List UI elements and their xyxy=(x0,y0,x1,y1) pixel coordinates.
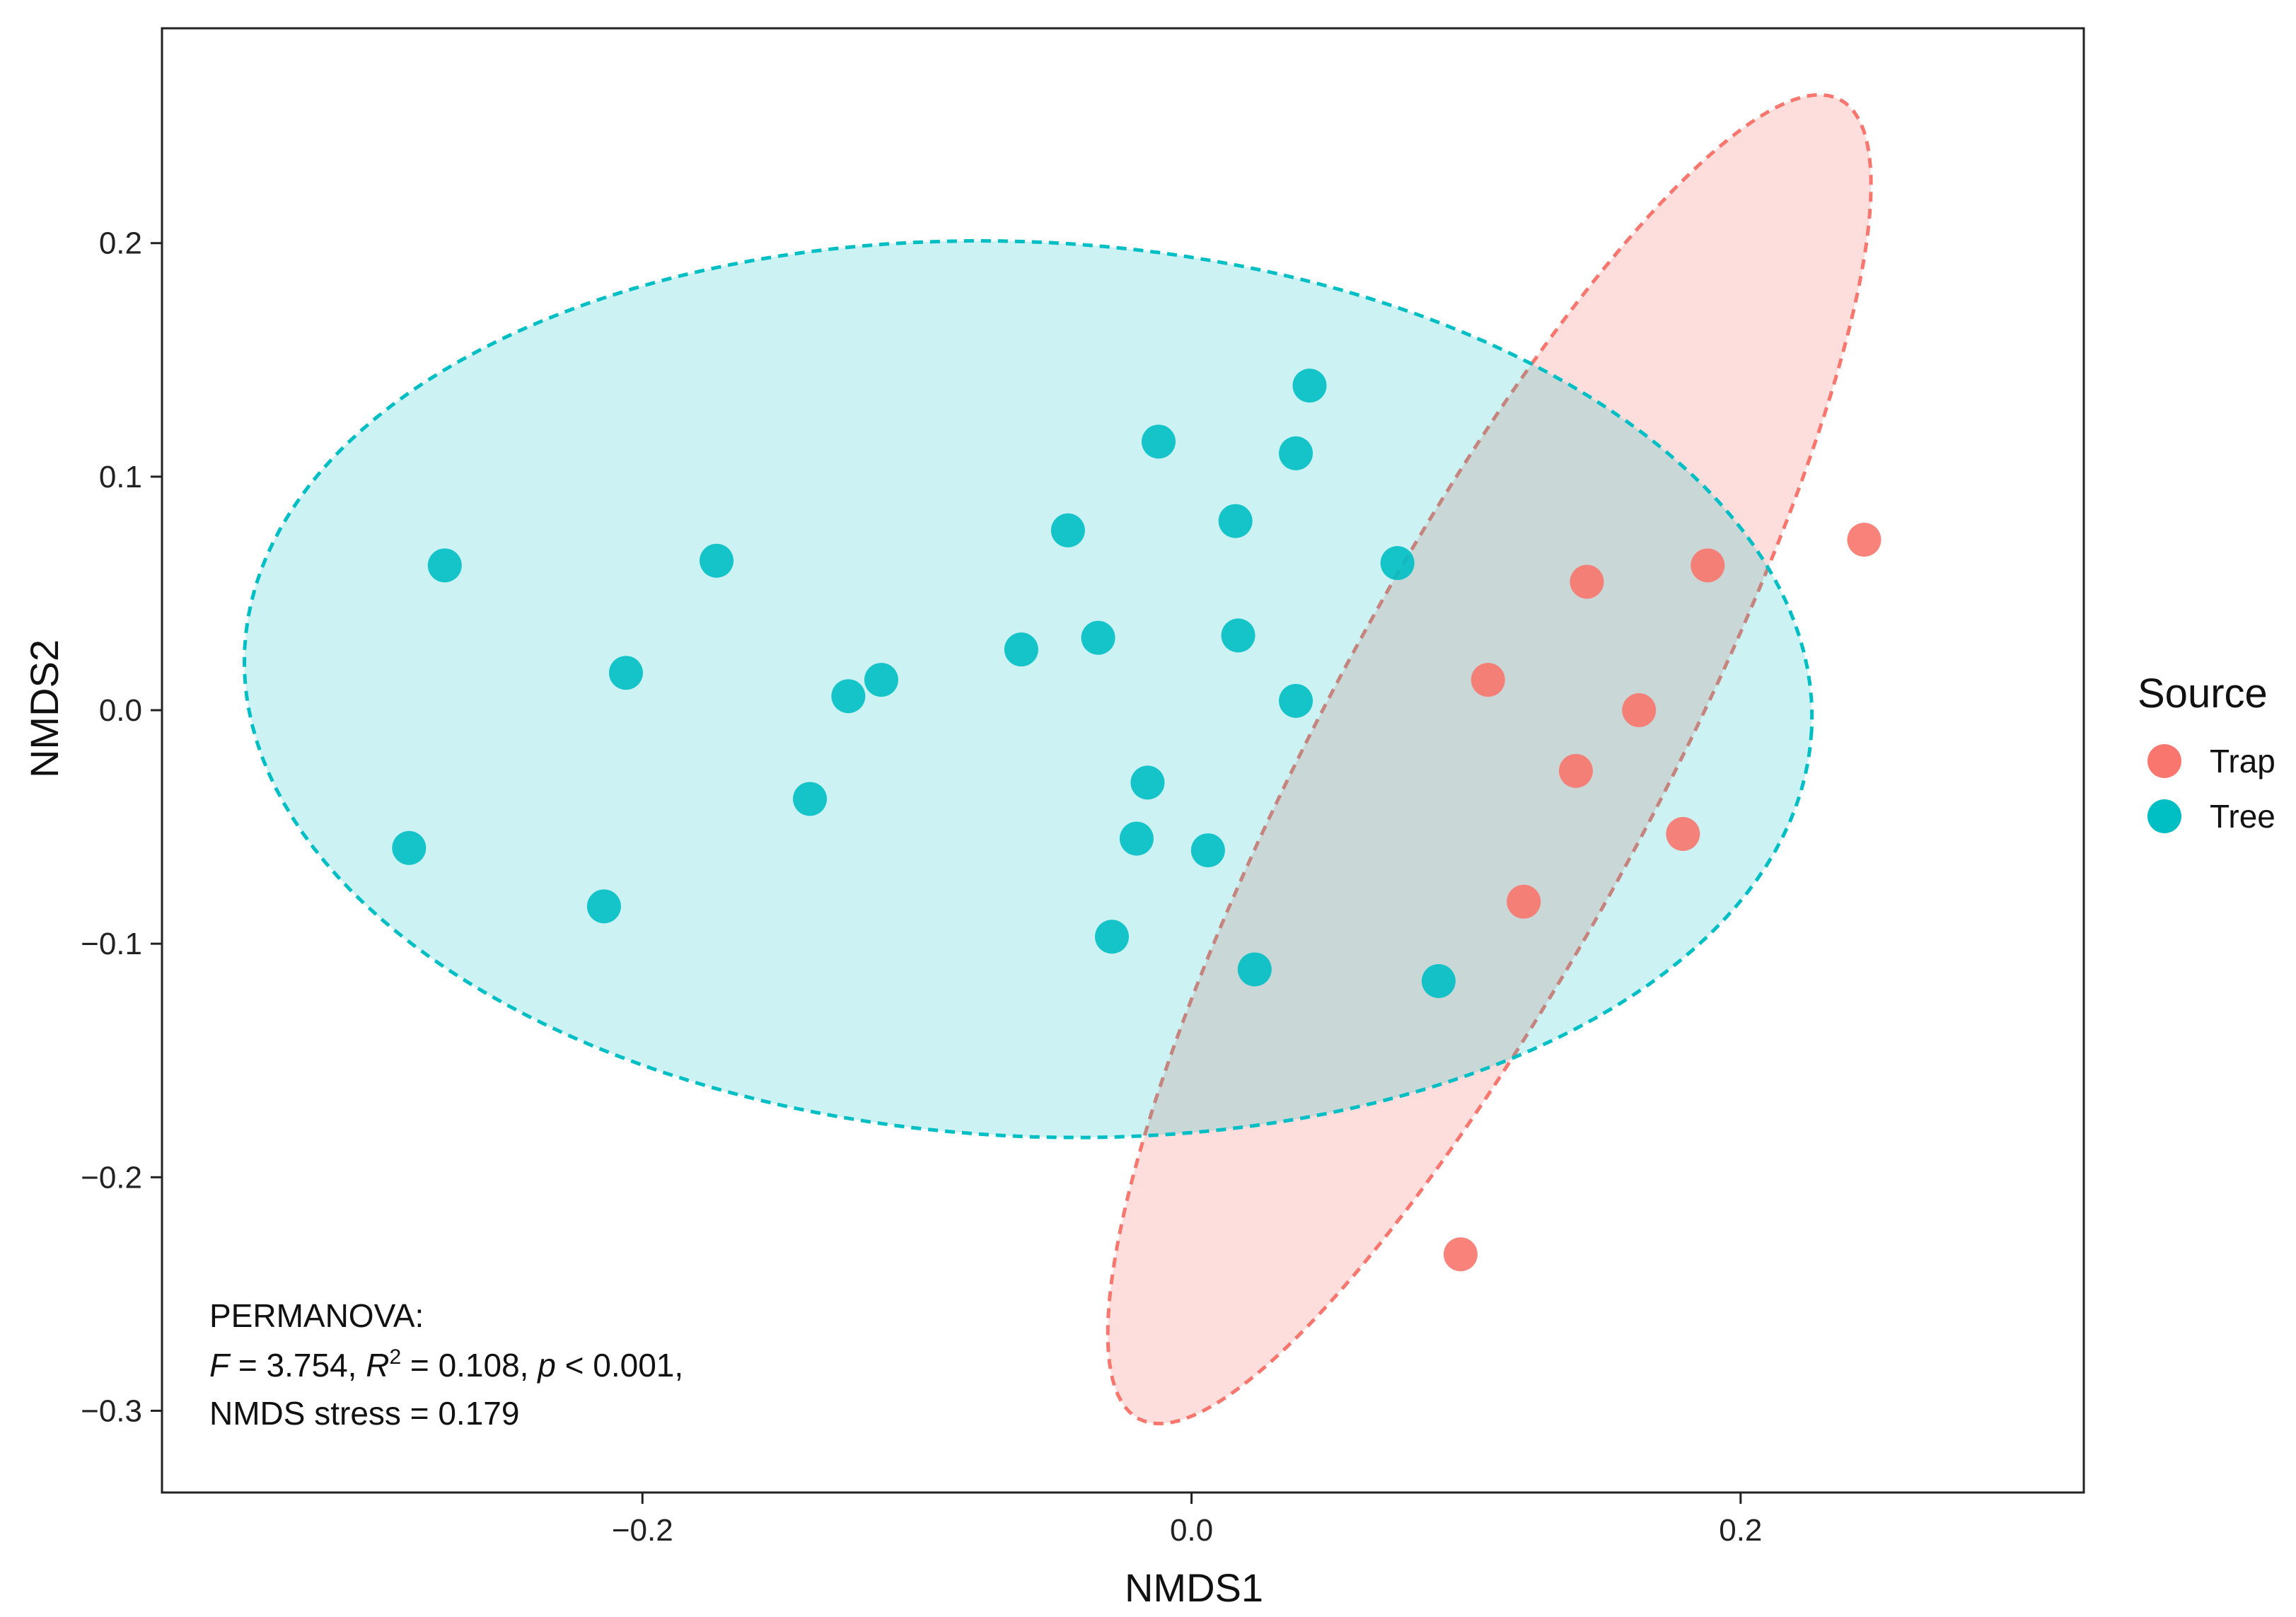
point-trap xyxy=(1471,663,1505,697)
point-tree xyxy=(864,663,898,697)
x-axis: −0.2 0.0 0.2 xyxy=(612,1493,1762,1548)
p-value: < 0.001, xyxy=(556,1347,683,1384)
point-tree xyxy=(1004,632,1038,667)
point-trap xyxy=(1691,548,1725,583)
point-tree xyxy=(1141,424,1176,459)
point-tree xyxy=(586,889,621,924)
point-tree xyxy=(1094,920,1129,954)
r-value: = 0.108, xyxy=(401,1347,538,1384)
y-tick-label: 0.2 xyxy=(99,226,142,261)
point-tree xyxy=(608,656,643,690)
point-tree xyxy=(1279,683,1314,718)
legend-label-tree: Tree xyxy=(2210,798,2275,835)
point-trap xyxy=(1507,884,1541,919)
legend: Source Trap Tree xyxy=(2138,671,2275,835)
legend-key-trap xyxy=(2147,744,2181,778)
point-tree xyxy=(1380,546,1415,581)
annotation-line1: PERMANOVA: xyxy=(209,1297,424,1334)
legend-label-trap: Trap xyxy=(2210,743,2275,779)
point-tree xyxy=(1081,620,1115,655)
y-tick-label: 0.1 xyxy=(99,460,142,494)
y-tick-label: −0.1 xyxy=(81,927,142,961)
point-tree xyxy=(1279,436,1314,470)
point-trap xyxy=(1558,753,1593,788)
x-tick-label: 0.0 xyxy=(1170,1513,1213,1548)
point-tree xyxy=(427,548,462,583)
point-trap xyxy=(1666,816,1700,851)
point-tree xyxy=(1237,952,1272,987)
r-symbol: R xyxy=(366,1347,389,1384)
point-tree xyxy=(1190,833,1225,868)
ellipse-trap xyxy=(1106,93,1873,1426)
point-tree xyxy=(1421,963,1456,998)
legend-key-tree xyxy=(2147,799,2181,833)
point-trap xyxy=(1443,1237,1478,1272)
p-symbol: p xyxy=(536,1347,556,1384)
f-value: = 3.754, xyxy=(229,1347,366,1384)
ellipse-tree xyxy=(242,238,1814,1140)
point-tree xyxy=(1218,504,1253,538)
point-tree xyxy=(1119,821,1154,856)
x-axis-title: NMDS1 xyxy=(1125,1565,1263,1610)
point-tree xyxy=(1292,369,1327,403)
plot-panel-border xyxy=(161,27,2085,1494)
point-tree xyxy=(700,543,734,578)
x-tick-label: −0.2 xyxy=(612,1513,673,1548)
y-axis-title: NMDS2 xyxy=(22,639,66,778)
point-tree xyxy=(1050,513,1085,547)
ellipse-layer xyxy=(242,93,1873,1426)
y-axis: 0.2 0.1 0.0 −0.1 −0.2 −0.3 xyxy=(81,226,162,1428)
points-layer xyxy=(392,369,1882,1272)
permanova-annotation: PERMANOVA: F = 3.754, R2 = 0.108, p < 0.… xyxy=(209,1297,683,1432)
point-trap xyxy=(1570,564,1604,599)
y-tick-label: −0.3 xyxy=(81,1393,142,1428)
point-tree xyxy=(793,782,828,816)
point-trap xyxy=(1622,693,1657,728)
annotation-line3: NMDS stress = 0.179 xyxy=(209,1395,519,1432)
y-tick-label: −0.2 xyxy=(81,1160,142,1195)
point-tree xyxy=(831,679,866,714)
f-symbol: F xyxy=(209,1347,231,1384)
x-tick-label: 0.2 xyxy=(1719,1513,1762,1548)
annotation-line2: F = 3.754, R2 = 0.108, p < 0.001, xyxy=(209,1345,683,1384)
y-tick-label: 0.0 xyxy=(99,693,142,728)
point-tree xyxy=(1130,765,1165,800)
point-tree xyxy=(1221,618,1256,653)
point-tree xyxy=(392,830,427,865)
legend-title: Source xyxy=(2138,671,2268,717)
point-trap xyxy=(1847,523,1882,557)
r-superscript: 2 xyxy=(389,1345,401,1369)
